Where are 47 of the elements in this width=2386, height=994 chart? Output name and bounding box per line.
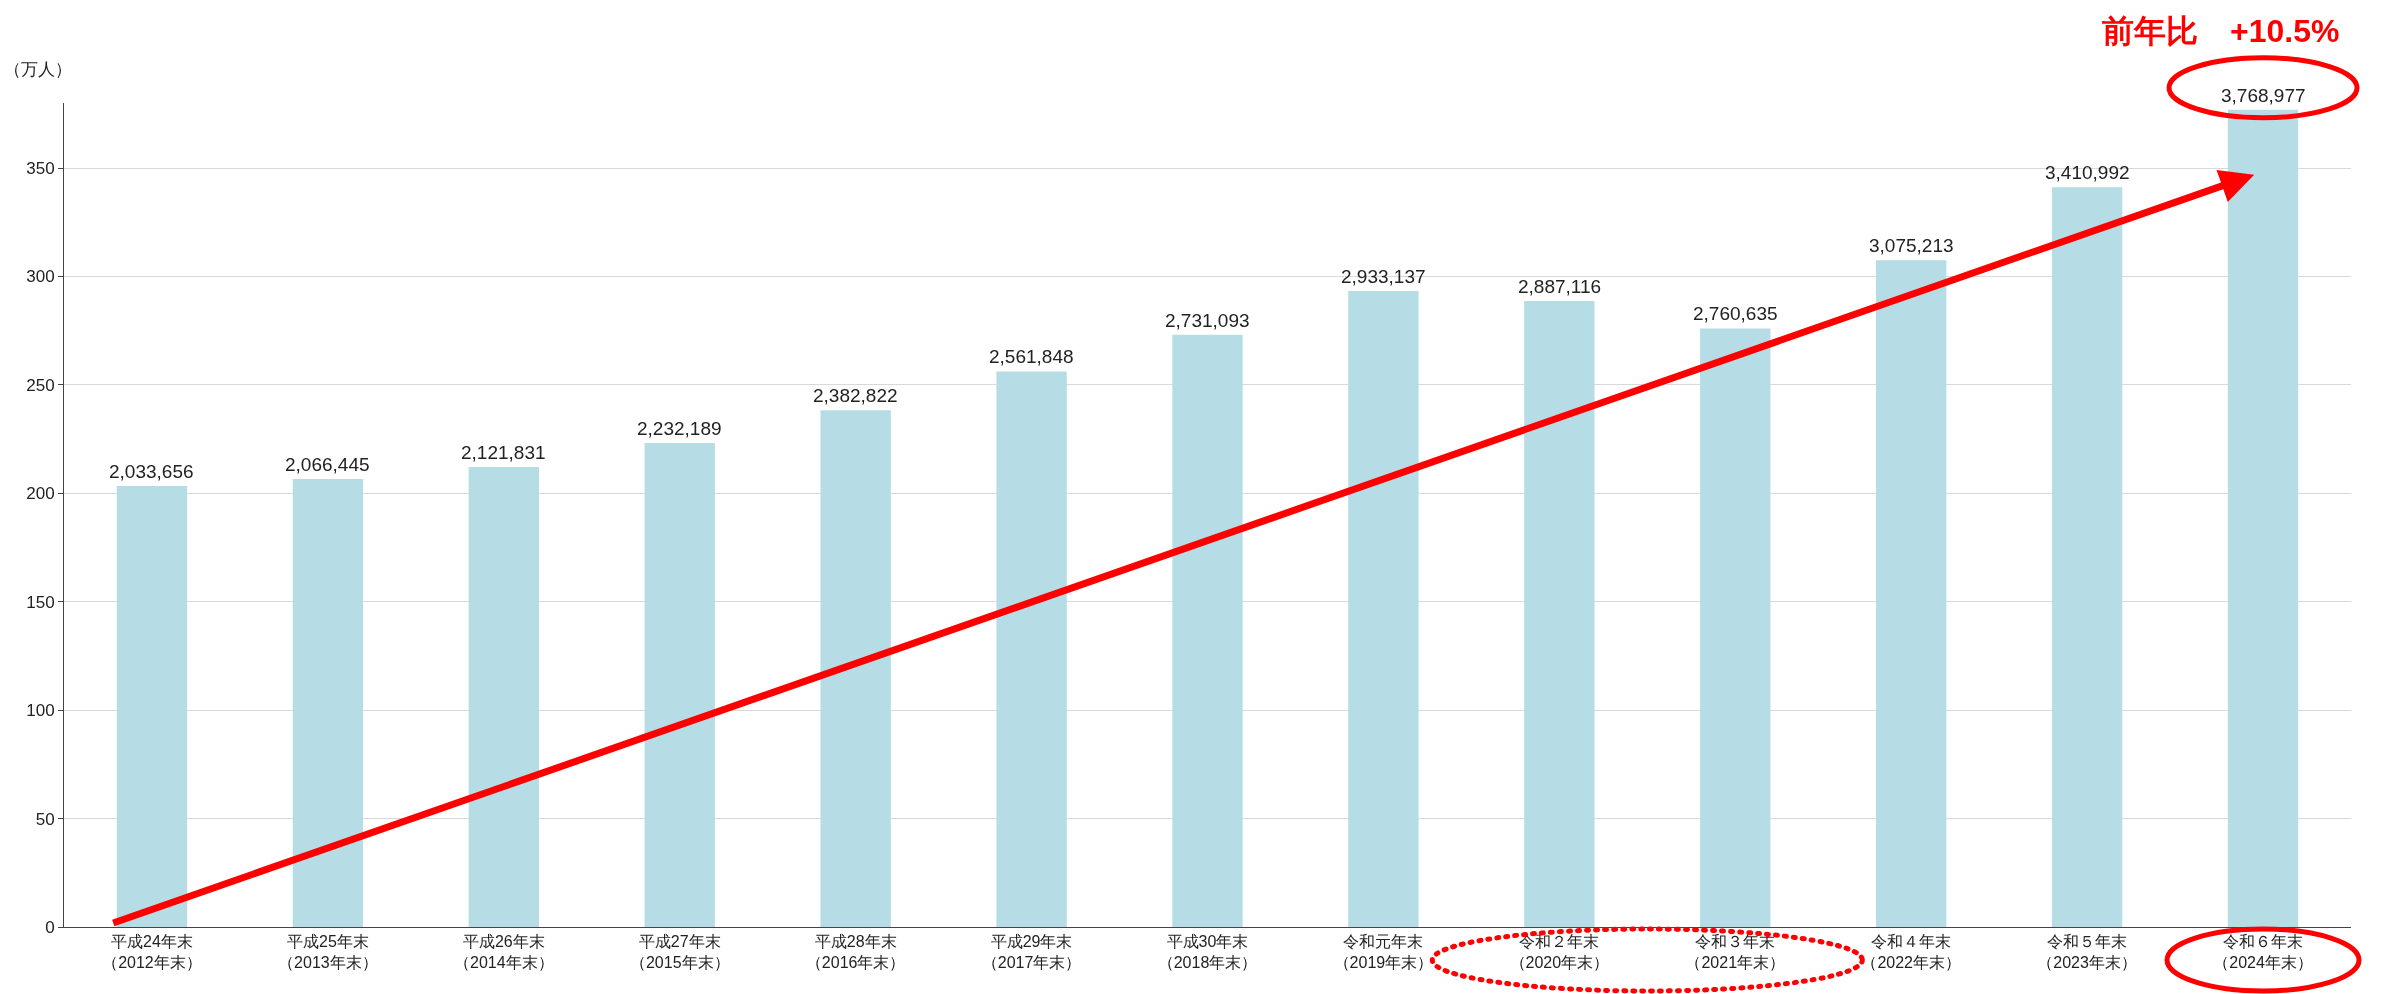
bar <box>820 410 891 927</box>
annotation: 3,410,992 <box>2045 162 2130 183</box>
annotation: 2,232,189 <box>637 418 722 439</box>
annotation: 3,768,977 <box>2221 85 2306 106</box>
annotation: 2,561,848 <box>989 346 1074 367</box>
y-tick-label: 200 <box>26 484 55 504</box>
annotation: 2,382,822 <box>813 385 898 406</box>
bar <box>1348 290 1419 927</box>
y-tick-label: 250 <box>26 375 55 395</box>
annotation: 2,760,635 <box>1693 303 1778 324</box>
annotation: 2,066,445 <box>285 454 370 475</box>
y-tick-label: 100 <box>26 701 55 721</box>
x-tick-label: 令和元年末（2019年末） <box>1333 933 1434 971</box>
bar <box>1172 334 1243 927</box>
y-tick-label: 50 <box>35 809 55 829</box>
x-tick-label: 平成24年末（2012年末） <box>102 933 202 971</box>
annotation: 2,731,093 <box>1165 310 1250 331</box>
x-tick-label: 令和５年末（2023年末） <box>2037 933 2137 971</box>
bar <box>1524 300 1595 927</box>
bar <box>468 466 539 927</box>
bar <box>996 371 1067 927</box>
y-axis-title: （万人） <box>4 60 72 79</box>
annotation: 2,121,831 <box>461 442 546 463</box>
text: 前年比 +10.5% <box>2102 13 2340 49</box>
annotation: 2,933,137 <box>1341 266 1426 287</box>
y-tick-label: 350 <box>26 159 55 178</box>
x-tick-label: 平成29年末（2017年末） <box>981 933 1082 971</box>
y-tick-label: 0 <box>45 917 55 937</box>
bar <box>116 486 188 927</box>
x-tick-label: 平成28年末（2016年末） <box>805 933 906 971</box>
annotation: 2,887,116 <box>1518 276 1602 297</box>
x-tick-label: 平成26年末（2014年末） <box>454 933 554 971</box>
x-tick-label: 平成25年末（2013年末） <box>278 933 378 971</box>
x-tick-label: 平成27年末（2015年末） <box>629 933 730 971</box>
bar <box>1876 260 1947 927</box>
x-tick-label: 令和２年末（2020年末） <box>1509 933 1610 971</box>
bar <box>292 478 364 927</box>
bar <box>1700 328 1771 927</box>
x-tick-label: 令和４年末（2022年末） <box>1861 933 1961 971</box>
y-tick-label: 150 <box>26 592 55 612</box>
annotation: 3,075,213 <box>1869 235 1954 256</box>
annotation: 2,033,656 <box>109 461 194 482</box>
bar <box>644 442 715 927</box>
x-tick-label: 令和６年末（2024年末） <box>2213 933 2313 971</box>
x-tick-label: 平成30年末（2018年末） <box>1157 933 1258 971</box>
y-tick-label: 300 <box>26 267 55 287</box>
bar <box>2051 187 2123 927</box>
